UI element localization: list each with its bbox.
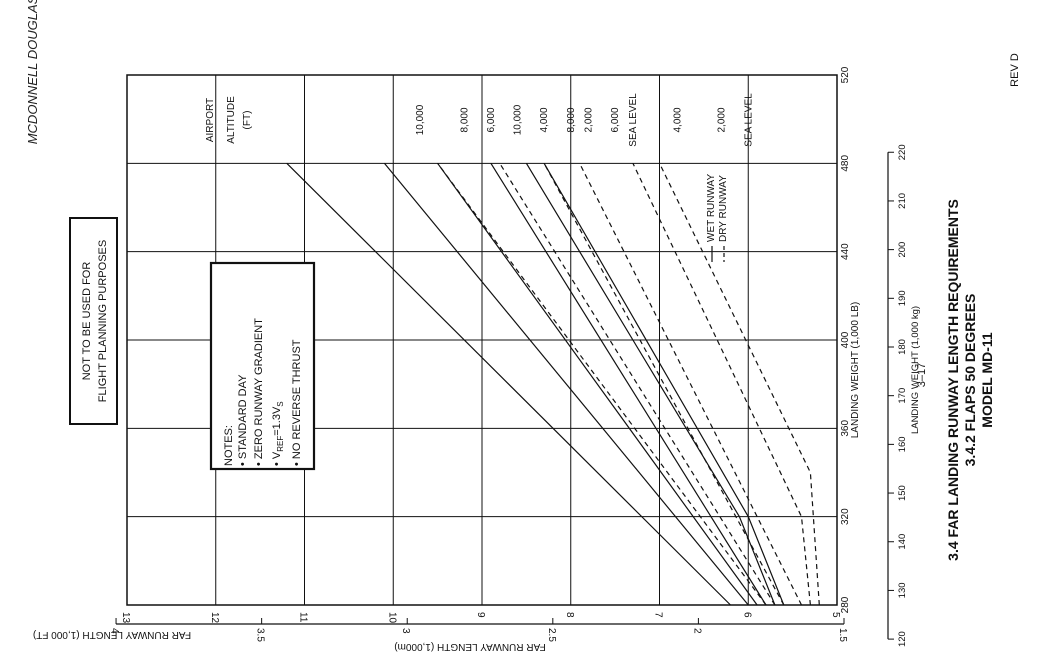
vref-rest: =1.3V — [271, 406, 283, 436]
title-line-1: 3.4 FAR LANDING RUNWAY LENGTH REQUIREMEN… — [945, 199, 961, 561]
y-tick-6: 6 — [741, 612, 752, 618]
company-header: MCDONNELL DOUGLAS — [25, 0, 40, 144]
altitude-label-2: 6,000 — [486, 107, 497, 132]
warning-line-2: FLIGHT PLANNING PURPOSES — [97, 240, 109, 402]
altitude-label-5: 8,000 — [566, 107, 577, 132]
kg-tick-120: 120 — [897, 631, 908, 647]
alt-header-airport: AIRPORT — [205, 98, 216, 142]
altitude-label-6: 2,000 — [584, 107, 595, 132]
warning-box: NOT TO BE USED FOR FLIGHT PLANNING PURPO… — [69, 217, 118, 425]
altitude-label-3: 10,000 — [513, 104, 524, 135]
metric-tick-2: 2 — [691, 628, 702, 634]
y-tick-11: 11 — [298, 612, 309, 623]
kg-axis: 120 130 140 150 160 170 180 190 200 210 220 — [887, 144, 908, 647]
kg-tick-190: 190 — [897, 290, 908, 306]
altitude-label-8: SEA LEVEL — [628, 93, 639, 147]
y-tick-10: 10 — [386, 612, 397, 624]
alt-header-ft: (FT) — [242, 111, 253, 130]
kg-tick-210: 210 — [897, 193, 908, 209]
x2-axis-title: LANDING WEIGHT (1,000 kg) — [910, 306, 921, 434]
altitude-header: AIRPORT ALTITUDE (FT) — [205, 96, 253, 144]
warning-line-1: NOT TO BE USED FOR — [81, 262, 93, 381]
kg-tick-150: 150 — [897, 485, 908, 501]
kg-tick-180: 180 — [897, 339, 908, 355]
y-axis-ticks: 5 6 7 8 9 10 11 12 13 — [120, 612, 841, 624]
vref-s: S — [276, 401, 285, 406]
y-axis-title: FAR RUNWAY LENGTH (1,000 FT) — [33, 629, 191, 640]
series-dashed-4-000 — [579, 163, 803, 606]
altitude-label-1: 8,000 — [459, 107, 470, 132]
series-solid-4-000 — [490, 162, 767, 606]
y-tick-9: 9 — [475, 612, 486, 618]
x-tick-320: 320 — [840, 508, 851, 525]
x-tick-400: 400 — [840, 331, 851, 348]
kg-tick-140: 140 — [897, 534, 908, 550]
kg-tick-130: 130 — [897, 582, 908, 598]
notes-item-reverse-thrust: • NO REVERSE THRUST — [291, 339, 303, 466]
metric-tick-1.5: 1.5 — [837, 628, 848, 642]
title-line-2: 3.4.2 FLAPS 50 DEGREES — [962, 294, 978, 467]
y-tick-8: 8 — [564, 612, 575, 618]
alt-header-altitude: ALTITUDE — [226, 96, 237, 144]
altitude-labels: 10,000 8,000 6,000 10,000 4,000 8,000 2,000 6,0… — [415, 93, 754, 147]
y-tick-12: 12 — [209, 612, 220, 624]
notes-title: NOTES: — [223, 425, 235, 466]
notes-box: NOTES: • STANDARD DAY • ZERO RUNWAY GRAD… — [209, 261, 316, 471]
metric-tick-2.5: 2.5 — [546, 628, 557, 642]
kg-tick-200: 200 — [897, 242, 908, 258]
kg-tick-220: 220 — [897, 144, 908, 160]
y-tick-13: 13 — [120, 612, 131, 624]
notes-item-runway-gradient: • ZERO RUNWAY GRADIENT — [253, 318, 265, 466]
y-tick-7: 7 — [653, 612, 664, 618]
altitude-label-0: 10,000 — [415, 104, 426, 135]
x-tick-360: 360 — [840, 420, 851, 437]
notes-item-vref: • VREF=1.3VS — [271, 401, 285, 466]
vref-v: • V — [271, 451, 283, 466]
x-tick-480: 480 — [840, 155, 851, 172]
altitude-label-11: SEA LEVEL — [743, 93, 754, 147]
altitude-label-4: 4,000 — [539, 107, 550, 132]
series-solid-6-000 — [437, 162, 758, 606]
legend-dry-label: DRY RUNWAY — [718, 175, 729, 242]
x-axis-ticks: 280 320 360 400 440 480 520 — [840, 66, 851, 613]
legend-wet-label: WET RUNWAY — [706, 174, 717, 242]
metric-tick-3: 3 — [400, 628, 411, 634]
altitude-label-7: 6,000 — [610, 107, 621, 132]
series-layer — [286, 162, 820, 606]
altitude-label-9: 4,000 — [672, 107, 683, 132]
vref-sub: REF — [276, 436, 285, 452]
y-tick-5: 5 — [830, 612, 841, 618]
series-dashed-8-000 — [499, 162, 776, 606]
series-solid-sea-level — [543, 162, 785, 606]
series-solid-10-000 — [286, 162, 731, 606]
x-axis-title: LANDING WEIGHT (1,000 LB) — [850, 302, 861, 439]
x-tick-440: 440 — [840, 243, 851, 260]
legend: WET RUNWAY DRY RUNWAY — [706, 174, 729, 262]
altitude-label-10: 2,000 — [717, 107, 728, 132]
series-dashed-2-000 — [632, 163, 811, 606]
page-number: 3–17 — [916, 363, 928, 387]
series-dashed-6-000 — [543, 163, 785, 606]
metric-tick-3.5: 3.5 — [255, 628, 266, 642]
notes-item-standard-day: • STANDARD DAY — [237, 374, 249, 466]
x-tick-280: 280 — [840, 596, 851, 613]
kg-tick-160: 160 — [897, 436, 908, 452]
title-line-3: MODEL MD-11 — [979, 332, 995, 428]
y2-axis-title: FAR RUNWAY LENGTH (1,000m) — [394, 641, 546, 652]
series-dashed-sea-level — [658, 163, 820, 606]
series-solid-2-000 — [525, 162, 776, 606]
kg-tick-170: 170 — [897, 388, 908, 404]
metric-tick-4: 4 — [109, 628, 120, 634]
x-tick-520: 520 — [840, 66, 851, 83]
series-dashed-10-000 — [437, 162, 767, 606]
series-solid-8-000 — [383, 162, 749, 606]
metric-length-axis: 1.5 2 2.5 3 3.5 4 — [109, 618, 848, 642]
grid-lines — [127, 75, 837, 605]
rev-label: REV D — [1009, 53, 1021, 87]
